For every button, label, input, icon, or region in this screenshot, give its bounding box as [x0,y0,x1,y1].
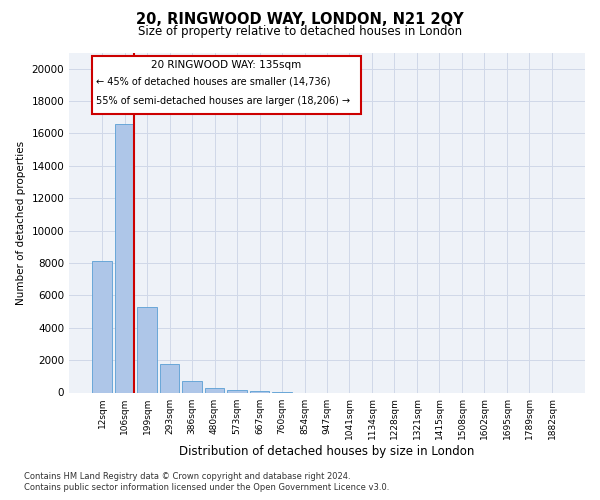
Bar [115,124,134,392]
Bar [227,390,247,392]
Text: 20, RINGWOOD WAY, LONDON, N21 2QY: 20, RINGWOOD WAY, LONDON, N21 2QY [136,12,464,28]
Text: Contains public sector information licensed under the Open Government Licence v3: Contains public sector information licen… [24,484,389,492]
Y-axis label: Number of detached properties: Number of detached properties [16,140,26,304]
Text: ← 45% of detached houses are smaller (14,736): ← 45% of detached houses are smaller (14… [97,76,331,86]
Bar [137,306,157,392]
Text: 55% of semi-detached houses are larger (18,206) →: 55% of semi-detached houses are larger (… [97,96,350,106]
Bar [182,381,202,392]
Bar [160,364,179,392]
X-axis label: Distribution of detached houses by size in London: Distribution of detached houses by size … [179,445,475,458]
Text: 20 RINGWOOD WAY: 135sqm: 20 RINGWOOD WAY: 135sqm [151,60,301,70]
Bar [205,388,224,392]
Text: Size of property relative to detached houses in London: Size of property relative to detached ho… [138,25,462,38]
Bar [92,262,112,392]
Bar [92,56,361,114]
Bar [250,391,269,392]
Text: Contains HM Land Registry data © Crown copyright and database right 2024.: Contains HM Land Registry data © Crown c… [24,472,350,481]
